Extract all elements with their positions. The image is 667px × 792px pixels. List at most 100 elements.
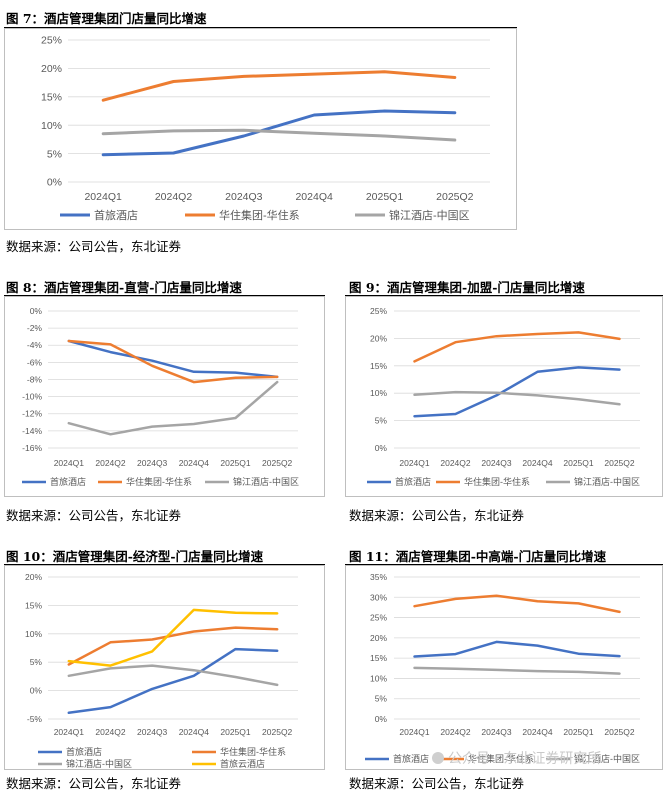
x-tick-label: 2025Q2	[262, 458, 293, 468]
legend-label: 华住集团-华住系	[464, 476, 530, 487]
series-line	[67, 608, 279, 667]
y-tick-label: 20%	[370, 333, 387, 343]
y-tick-label: 25%	[370, 306, 387, 316]
y-tick-label: 15%	[41, 91, 62, 103]
x-tick-label: 2025Q1	[220, 458, 251, 468]
y-tick-label: -2%	[27, 323, 43, 333]
y-tick-label: 15%	[370, 653, 387, 663]
source-note: 数据来源：公司公告，东北证券	[349, 508, 525, 523]
y-tick-label: -12%	[22, 409, 42, 419]
series-line	[413, 331, 621, 363]
x-tick-label: 2024Q2	[440, 727, 471, 737]
chart-frame	[4, 565, 325, 770]
y-tick-label: 20%	[25, 572, 42, 582]
x-tick-label: 2024Q1	[399, 458, 430, 468]
y-tick-label: 35%	[370, 572, 387, 582]
y-tick-label: 10%	[370, 388, 387, 398]
x-tick-label: 2025Q2	[604, 458, 635, 468]
y-tick-label: 15%	[370, 361, 387, 371]
chart-title: 图 11：酒店管理集团-中高端-门店量同比增速	[349, 549, 607, 564]
legend-label: 锦江酒店-中国区	[574, 476, 640, 487]
title-rule	[4, 27, 517, 28]
y-tick-label: 10%	[25, 629, 42, 639]
legend-label: 首旅酒店	[393, 753, 429, 764]
legend-label: 华住集团-华住系	[468, 753, 534, 764]
title-rule	[345, 295, 663, 296]
x-tick-label: 2025Q1	[366, 191, 404, 203]
source-note: 数据来源：公司公告，东北证券	[6, 776, 182, 791]
y-tick-label: 0%	[47, 177, 62, 189]
x-tick-label: 2024Q3	[137, 458, 168, 468]
x-tick-label: 2024Q3	[225, 191, 263, 203]
series-line	[67, 626, 279, 666]
y-tick-label: 0%	[375, 443, 388, 453]
legend-label: 首旅酒店	[395, 476, 431, 487]
series-line	[101, 109, 457, 157]
x-tick-label: 2024Q1	[54, 727, 85, 737]
series-line	[67, 339, 279, 384]
x-tick-label: 2024Q4	[522, 458, 553, 468]
legend-label: 华住集团-华住系	[219, 208, 300, 222]
chart-fig8: 0% -2% -4% -6% -8% -10% -12% -14% -16% 2024Q1 2024…	[22, 306, 299, 487]
series-line	[101, 70, 457, 102]
legend-label: 首旅云酒店	[220, 758, 265, 769]
source-note: 数据来源：公司公告，东北证券	[349, 776, 525, 791]
y-tick-label: 5%	[375, 416, 388, 426]
y-tick-label: 20%	[370, 633, 387, 643]
x-tick-label: 2024Q1	[399, 727, 430, 737]
y-tick-label: -14%	[22, 426, 42, 436]
y-tick-label: 0%	[30, 306, 43, 316]
y-tick-label: -8%	[27, 374, 43, 384]
x-tick-label: 2024Q2	[440, 458, 471, 468]
y-tick-label: 20%	[41, 63, 62, 75]
x-tick-label: 2024Q1	[84, 191, 122, 203]
x-tick-label: 2025Q1	[220, 727, 251, 737]
legend-label: 首旅酒店	[66, 746, 102, 757]
wechat-icon	[432, 752, 444, 764]
y-tick-label: 25%	[41, 35, 62, 47]
chart-fig7: 0% 5% 10% 15% 20% 25% 2024Q1 2024Q2 2024Q3 2024Q4…	[41, 35, 490, 222]
x-tick-label: 2024Q3	[481, 727, 512, 737]
series-line	[67, 664, 279, 687]
series-line	[67, 339, 279, 379]
y-tick-label: 10%	[370, 673, 387, 683]
series-line	[67, 380, 279, 436]
chart-fig11: 0% 5% 10% 15% 20% 25% 30% 35% 2024Q1 2024Q2 2024Q3…	[365, 572, 640, 764]
x-tick-label: 2024Q4	[522, 727, 553, 737]
chart-title: 图 7：酒店管理集团门店量同比增速	[6, 11, 207, 26]
y-tick-label: 10%	[41, 120, 62, 132]
series-line	[413, 390, 621, 406]
title-rule	[4, 564, 325, 565]
y-tick-label: 0%	[30, 686, 43, 696]
x-tick-label: 2024Q2	[95, 727, 126, 737]
y-tick-label: -16%	[22, 443, 42, 453]
legend-label: 锦江酒店-中国区	[389, 208, 470, 222]
x-tick-label: 2025Q2	[604, 727, 635, 737]
title-rule	[4, 295, 325, 296]
x-tick-label: 2024Q4	[295, 191, 333, 203]
x-tick-label: 2024Q4	[179, 458, 210, 468]
legend-label: 锦江酒店-中国区	[233, 476, 299, 487]
chart-title: 图 10：酒店管理集团-经济型-门店量同比增速	[6, 549, 264, 564]
watermark: 公众号 · 东北证券研究所	[432, 748, 601, 768]
series-line	[413, 640, 621, 658]
watermark-text: 公众号 · 东北证券研究所	[448, 751, 602, 767]
y-tick-label: -6%	[27, 357, 43, 367]
x-tick-label: 2025Q1	[563, 727, 594, 737]
y-tick-label: 5%	[47, 148, 62, 160]
x-tick-label: 2024Q3	[137, 727, 168, 737]
x-tick-label: 2024Q2	[155, 191, 193, 203]
legend-label: 华住集团-华住系	[126, 476, 192, 487]
y-tick-label: 5%	[375, 694, 388, 704]
x-tick-label: 2024Q3	[481, 458, 512, 468]
y-tick-label: 30%	[370, 592, 387, 602]
series-line	[67, 647, 279, 715]
y-tick-label: -4%	[27, 340, 43, 350]
legend-label: 首旅酒店	[94, 208, 138, 222]
legend-label: 首旅酒店	[50, 476, 86, 487]
y-tick-label: -10%	[22, 392, 42, 402]
x-tick-label: 2024Q2	[95, 458, 126, 468]
x-tick-label: 2025Q2	[262, 727, 293, 737]
chart-frame	[345, 296, 663, 497]
